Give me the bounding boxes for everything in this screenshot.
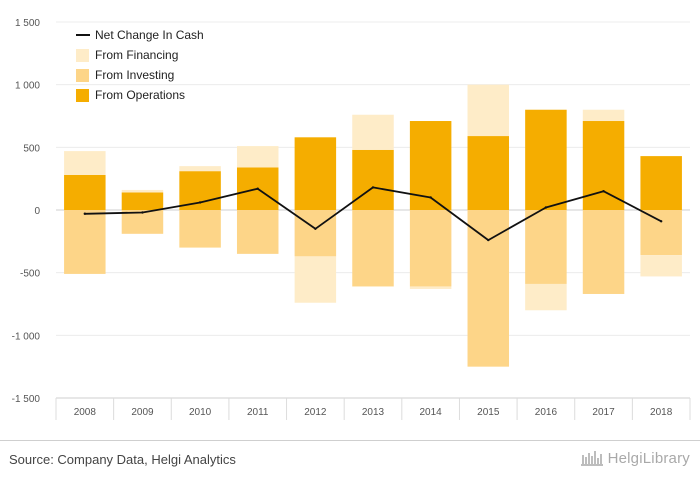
- y-tick-label: 1 000: [15, 81, 40, 92]
- bar-from-investing-2016: [525, 210, 567, 284]
- y-tick-label: -1 000: [12, 331, 41, 342]
- net-change-point-2017: [602, 190, 605, 193]
- x-tick-label: 2013: [362, 407, 385, 418]
- bar-from-financing-2015: [467, 84, 510, 137]
- bar-from-financing-2018: [640, 255, 682, 277]
- bar-from-investing-2008: [64, 210, 106, 274]
- legend-swatch-from-financing: [76, 49, 89, 62]
- bar-from-operations-2016: [525, 109, 567, 210]
- legend-swatch-from-investing: [76, 69, 89, 82]
- net-change-point-2008: [83, 212, 87, 215]
- x-tick-label: 2014: [420, 407, 443, 418]
- x-tick-label: 2015: [477, 407, 500, 418]
- bar-from-investing-2011: [236, 210, 279, 254]
- bar-from-operations-2013: [352, 149, 394, 210]
- bar-from-financing-2014: [409, 286, 452, 289]
- library-icon: [580, 451, 603, 466]
- net-change-point-2018: [659, 220, 663, 223]
- cash-flow-chart: 1 500 1 000 500 0 -500 -1 000 -1 500 2008 2009 20…: [12, 18, 691, 420]
- bars: [64, 84, 682, 367]
- bar-from-financing-2012: [294, 256, 337, 303]
- bar-from-financing-2008: [64, 151, 106, 175]
- x-tick-label: 2016: [535, 407, 558, 418]
- net-change-point-2015: [487, 238, 490, 242]
- bar-from-investing-2017: [582, 210, 625, 294]
- legend-swatch-from-operations: [76, 89, 89, 102]
- net-change-line: [83, 186, 663, 242]
- bar-from-operations-2018: [640, 156, 682, 210]
- x-tick-label: 2017: [592, 407, 615, 418]
- legend: Net Change In Cash From Financing From Inv…: [76, 28, 204, 102]
- net-change-point-2011: [256, 187, 259, 190]
- bar-from-operations-2008: [64, 174, 106, 210]
- bar-from-operations-2012: [294, 137, 337, 210]
- bar-from-financing-2017: [582, 109, 625, 122]
- bar-from-investing-2014: [409, 210, 452, 287]
- x-tick-label: 2018: [650, 407, 673, 418]
- bar-from-financing-2010: [179, 166, 221, 172]
- bar-from-operations-2017: [582, 121, 625, 210]
- net-change-point-2014: [429, 196, 432, 199]
- legend-label: From Operations: [95, 88, 185, 102]
- legend-label: From Investing: [95, 68, 174, 82]
- y-tick-label: 1 500: [15, 18, 40, 29]
- net-change-point-2010: [198, 201, 202, 204]
- x-tick-label: 2010: [189, 407, 212, 418]
- y-tick-label: 500: [23, 143, 40, 154]
- bar-from-investing-2015: [467, 210, 510, 367]
- brand-name: HelgiLibrary: [607, 449, 690, 467]
- bar-from-financing-2013: [352, 114, 394, 150]
- bar-from-operations-2015: [467, 136, 510, 210]
- bar-from-operations-2009: [121, 192, 164, 210]
- bar-from-investing-2018: [640, 210, 682, 256]
- net-change-point-2013: [371, 186, 375, 189]
- y-tick-label: -1 500: [12, 394, 41, 405]
- source-note: Source: Company Data, Helgi Analytics: [9, 452, 236, 467]
- x-tick-label: 2008: [74, 407, 97, 418]
- bar-from-investing-2013: [352, 210, 394, 287]
- brand-logo: HelgiLibrary: [580, 449, 690, 467]
- bar-from-financing-2009: [121, 189, 164, 193]
- legend-label: Net Change In Cash: [95, 28, 204, 42]
- footer: Source: Company Data, Helgi Analytics He…: [0, 440, 700, 483]
- footer-divider: [0, 440, 700, 441]
- legend-label: From Financing: [95, 48, 178, 62]
- axes: 1 500 1 000 500 0 -500 -1 000 -1 500 2008 2009 20…: [12, 18, 691, 420]
- bar-from-financing-2011: [236, 146, 279, 168]
- x-tick-label: 2012: [304, 407, 327, 418]
- net-change-point-2016: [544, 206, 548, 209]
- x-tick-label: 2011: [247, 407, 269, 418]
- bar-from-investing-2012: [294, 210, 337, 257]
- x-tick-label: 2009: [131, 407, 154, 418]
- bar-from-financing-2016: [525, 283, 567, 311]
- y-tick-label: -500: [20, 269, 40, 280]
- bar-from-investing-2010: [179, 210, 221, 248]
- net-change-point-2009: [141, 211, 144, 214]
- bar-from-investing-2009: [121, 210, 164, 234]
- net-change-point-2012: [314, 227, 317, 230]
- y-tick-label: 0: [34, 206, 40, 217]
